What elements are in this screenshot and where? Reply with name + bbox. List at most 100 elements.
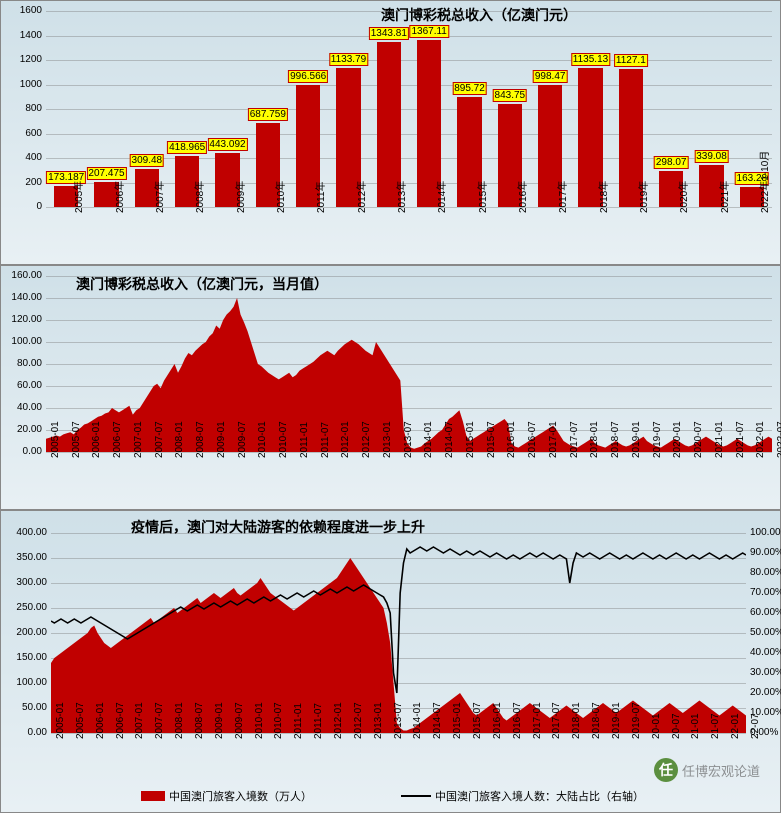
y-tick-left: 400.00: [5, 527, 47, 538]
x-tick: 21-01: [690, 713, 701, 739]
x-tick: 2015-01: [452, 702, 463, 739]
x-tick: 2015-01: [465, 421, 476, 458]
y-tick: 1600: [6, 5, 42, 16]
y-tick: 40.00: [4, 402, 42, 413]
x-tick: 2016-07: [512, 702, 523, 739]
bar-label: 895.72: [452, 82, 487, 95]
x-tick: 2006-07: [115, 702, 126, 739]
x-tick: 2006-01: [91, 421, 102, 458]
x-tick: 2007-07: [154, 421, 165, 458]
x-tick: 2018-07: [610, 421, 621, 458]
x-tick: 2016-01: [506, 421, 517, 458]
legend-label: 中国澳门旅客入境数（万人）: [169, 788, 312, 804]
x-tick: 2006年: [111, 181, 126, 213]
bar-label: 1127.1: [614, 54, 648, 67]
x-tick: 2019-01: [611, 702, 622, 739]
x-tick: 2022年1-10月: [756, 151, 771, 213]
y-tick: 80.00: [4, 358, 42, 369]
x-tick: 2012-01: [340, 421, 351, 458]
x-tick: 22-07: [750, 713, 761, 739]
y-tick: 0: [6, 201, 42, 212]
x-tick: 22-01: [730, 713, 741, 739]
y-tick: 800: [6, 103, 42, 114]
bar-label: 996.566: [288, 70, 328, 83]
bar-label: 1135.13: [571, 53, 610, 66]
y-tick-right: 90.00%: [750, 547, 781, 558]
panel-1-annual-tax: 澳门博彩税总收入（亿澳门元）02004006008001000120014001…: [0, 0, 781, 265]
x-tick: 2012年: [353, 181, 368, 213]
legend-label: 中国澳门旅客入境人数：大陆占比（右轴）: [435, 788, 644, 804]
panel-1-plot: 02004006008001000120014001600173.1872005…: [46, 11, 772, 207]
x-tick: 2006-01: [95, 702, 106, 739]
x-tick: 2011-07: [313, 703, 324, 739]
y-tick: 600: [6, 128, 42, 139]
x-tick: 2010-07: [278, 421, 289, 458]
panel-3-visitors: 疫情后，澳门对大陆游客的依赖程度进一步上升0.0050.00100.00150.…: [0, 510, 781, 813]
x-tick: 2013-01: [382, 421, 393, 458]
x-tick: 2014-07: [432, 702, 443, 739]
x-tick: 20-01: [651, 713, 662, 739]
x-tick: 2021年: [716, 181, 731, 213]
bar-label: 418.965: [167, 141, 207, 154]
x-tick: 2007-07: [154, 702, 165, 739]
x-tick: 2017-01: [532, 702, 543, 739]
panel-2-plot: 0.0020.0040.0060.0080.00100.00120.00140.…: [46, 276, 772, 452]
y-tick-right: 80.00%: [750, 567, 781, 578]
x-tick: 2020-07: [693, 421, 704, 458]
y-tick-right: 100.00%: [750, 527, 781, 538]
y-tick: 60.00: [4, 380, 42, 391]
x-tick: 2013-07: [393, 702, 404, 739]
y-tick: 140.00: [4, 292, 42, 303]
x-tick: 2022-07: [776, 421, 781, 458]
x-tick: 2012-07: [353, 702, 364, 739]
x-tick: 2007年: [151, 181, 166, 213]
x-tick: 2020-01: [672, 421, 683, 458]
x-tick: 2017-07: [569, 421, 580, 458]
x-tick: 2017-07: [551, 702, 562, 739]
bar-label: 309.48: [130, 154, 165, 167]
legend-swatch-icon: [401, 795, 431, 797]
x-tick: 2014-01: [412, 702, 423, 739]
x-tick: 2021-07: [735, 421, 746, 458]
bar-label: 1133.79: [329, 53, 368, 66]
x-tick: 2019-01: [631, 421, 642, 458]
x-tick: 2011-01: [299, 422, 310, 458]
x-tick: 2016-01: [492, 702, 503, 739]
bar-label: 843.75: [493, 89, 528, 102]
watermark-text: 任博宏观论道: [682, 761, 760, 780]
y-tick: 120.00: [4, 314, 42, 325]
x-tick: 2011年: [312, 181, 327, 213]
x-tick: 2018-07: [591, 702, 602, 739]
bar-label: 998.47: [533, 70, 568, 83]
x-tick: 2018-01: [571, 702, 582, 739]
panel-3-plot: 0.0050.00100.00150.00200.00250.00300.003…: [51, 533, 746, 733]
x-tick: 2010-01: [257, 421, 268, 458]
y-tick-left: 200.00: [5, 627, 47, 638]
legend-area: 中国澳门旅客入境数（万人）: [141, 788, 312, 804]
panel-2-monthly-tax: 澳门博彩税总收入（亿澳门元，当月值）0.0020.0040.0060.0080.…: [0, 265, 781, 510]
x-tick: 2012-07: [361, 421, 372, 458]
y-tick-left: 50.00: [5, 702, 47, 713]
x-tick: 2008-07: [194, 702, 205, 739]
x-tick: 2019-07: [631, 702, 642, 739]
x-tick: 2019-07: [652, 421, 663, 458]
x-tick: 2009-07: [234, 702, 245, 739]
x-tick: 2008-01: [174, 421, 185, 458]
x-tick: 2005-01: [55, 702, 66, 739]
x-tick: 2014年: [433, 181, 448, 213]
x-tick: 2018年: [595, 181, 610, 213]
y-tick-right: 70.00%: [750, 587, 781, 598]
x-tick: 2005年: [70, 181, 85, 213]
legend-line: 中国澳门旅客入境人数：大陆占比（右轴）: [401, 788, 644, 804]
x-tick: 2016年: [514, 181, 529, 213]
y-tick-right: 20.00%: [750, 687, 781, 698]
x-tick: 2017年: [554, 181, 569, 213]
x-tick: 2005-01: [50, 421, 61, 458]
bar-label: 687.759: [248, 108, 288, 121]
y-tick: 1400: [6, 30, 42, 41]
x-tick: 2018-01: [589, 421, 600, 458]
bar-label: 339.08: [694, 150, 729, 163]
x-tick: 2015年: [474, 181, 489, 213]
x-tick: 2010-07: [273, 702, 284, 739]
bar-label: 1343.81: [369, 27, 409, 40]
